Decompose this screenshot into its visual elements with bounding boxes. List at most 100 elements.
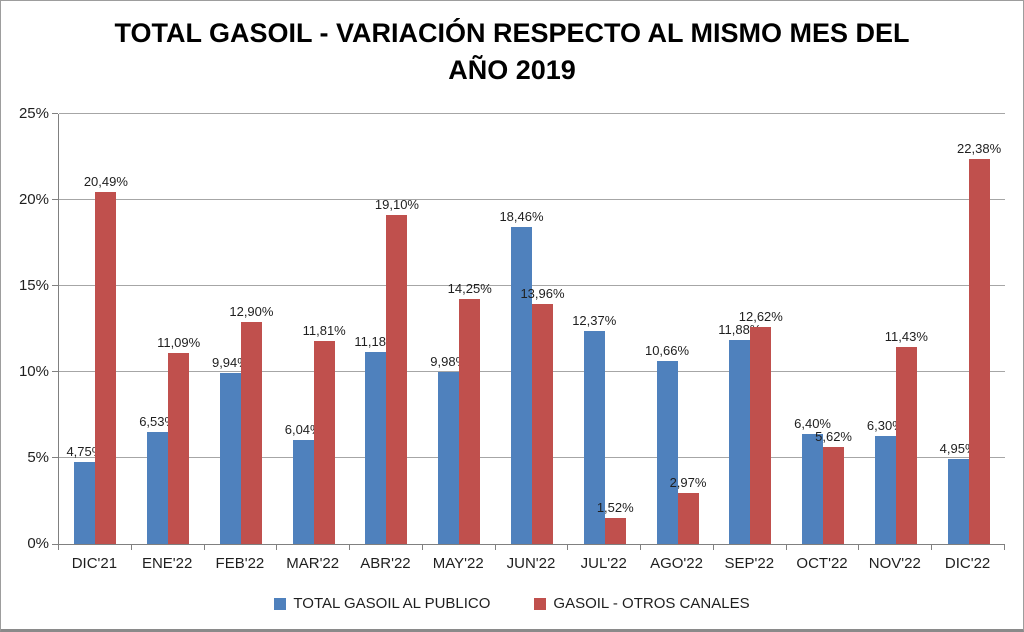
y-tick-mark (52, 457, 58, 458)
bar-value-label: 13,96% (520, 285, 565, 301)
legend: TOTAL GASOIL AL PUBLICO GASOIL - OTROS CA… (1, 595, 1023, 613)
bar-value-label: 12,37% (572, 313, 617, 329)
y-tick-mark (52, 285, 58, 286)
bar-publico (947, 458, 969, 544)
x-category-label: MAR'22 (286, 555, 340, 572)
bar-value-label: 9,94% (211, 355, 249, 371)
bar-value-label: 5,62% (815, 429, 852, 445)
y-tick-mark (52, 371, 58, 372)
bar-value-label: 9,98% (430, 354, 468, 370)
legend-label: GASOIL - OTROS CANALES (553, 595, 750, 612)
x-category-label: FEB'22 (215, 555, 265, 572)
bar-otros-canales (168, 353, 190, 544)
x-tick-mark (931, 545, 932, 550)
bar-publico (656, 360, 678, 544)
bar-group: 6,04% 11,81% (277, 114, 350, 544)
bar-value-label: 22,38% (957, 141, 1002, 157)
x-axis-labels: DIC'21 ENE'22 FEB'22 MAR'22 ABR'22 MAY'22 JUN'… (58, 554, 1004, 573)
legend-item: TOTAL GASOIL AL PUBLICO (274, 595, 490, 613)
y-tick-mark (52, 113, 58, 114)
x-tick-mark (58, 545, 59, 550)
x-category-label: SEP'22 (724, 555, 775, 572)
x-category-label: AGO'22 (650, 555, 703, 572)
x-category-label: JUN'22 (506, 555, 556, 572)
x-tick-mark (567, 545, 568, 550)
x-tick-mark (276, 545, 277, 550)
bar-group: 10,66% 2,97% (641, 114, 714, 544)
x-category-label: MAY'22 (432, 555, 484, 572)
y-tick-label: 10% (18, 363, 49, 380)
bar-value-label: 1,52% (596, 499, 634, 515)
bar-publico (438, 372, 460, 544)
chart-title: TOTAL GASOIL - VARIACIÓN RESPECTO AL MIS… (1, 15, 1023, 89)
bar-publico (292, 440, 314, 544)
y-tick-label: 5% (27, 449, 49, 466)
bar-value-label: 6,53% (139, 413, 177, 429)
bar-value-label: 2,97% (669, 474, 707, 490)
bar-group: 11,18% 19,10% (350, 114, 423, 544)
x-tick-mark (640, 545, 641, 550)
bar-value-label: 11,09% (157, 335, 201, 351)
bar-group: 6,53% 11,09% (132, 114, 205, 544)
bar-group: 9,94% 12,90% (205, 114, 278, 544)
gridline (59, 199, 1005, 200)
bar-publico (365, 351, 387, 544)
y-tick-label: 20% (18, 191, 49, 208)
bar-value-label: 18,46% (499, 208, 544, 224)
bar-group: 6,40% 5,62% (787, 114, 860, 544)
x-tick-mark (1004, 545, 1005, 550)
bar-publico (74, 462, 96, 544)
bar-otros-canales (895, 347, 917, 544)
bar-publico (147, 431, 169, 544)
bar-otros-canales (604, 517, 626, 544)
bar-publico (583, 331, 605, 544)
bar-otros-canales (968, 159, 990, 544)
bar-otros-canales (823, 447, 845, 544)
bar-otros-canales (531, 303, 553, 544)
bar-otros-canales (750, 326, 772, 544)
legend-swatch (274, 598, 287, 610)
bar-value-label: 14,25% (447, 280, 492, 296)
bar-group: 4,75% 20,49% (59, 114, 132, 544)
plot-area: 4,75% 20,49% 6,53% 11,09% 9,94% 12,90% 6,04% 11… (58, 113, 1005, 545)
bar-group: 4,95% 22,38% (932, 114, 1005, 544)
bar-publico (874, 435, 896, 544)
bar-value-label: 20,49% (83, 173, 128, 189)
legend-label: TOTAL GASOIL AL PUBLICO (293, 595, 491, 612)
bar-group: 9,98% 14,25% (423, 114, 496, 544)
x-category-label: DIC'21 (71, 555, 118, 572)
bar-value-label: 10,66% (644, 342, 690, 358)
x-tick-mark (204, 545, 205, 550)
bar-otros-canales (677, 492, 699, 544)
bar-value-label: 11,81% (302, 322, 346, 338)
bar-publico (802, 433, 824, 544)
y-tick-mark (52, 544, 58, 545)
gridline (59, 113, 1005, 114)
bar-publico (729, 339, 751, 544)
bar-value-label: 12,90% (229, 304, 274, 320)
x-category-label: OCT'22 (796, 555, 848, 572)
x-category-label: ENE'22 (141, 555, 193, 572)
bar-otros-canales (95, 191, 117, 544)
x-tick-mark (349, 545, 350, 550)
x-tick-mark (858, 545, 859, 550)
x-category-label: DIC'22 (944, 555, 991, 572)
bar-value-label: 19,10% (374, 197, 419, 213)
bar-value-label: 12,62% (738, 308, 783, 324)
bar-value-label: 6,30% (866, 417, 904, 433)
legend-swatch (534, 598, 547, 610)
y-tick-label: 0% (27, 535, 49, 552)
bar-group: 6,30% 11,43% (859, 114, 932, 544)
bar-value-label: 11,43% (884, 329, 928, 345)
x-category-label: ABR'22 (360, 555, 411, 572)
x-category-label: JUL'22 (580, 555, 627, 572)
y-tick-label: 15% (18, 277, 49, 294)
chart-title-line-1: TOTAL GASOIL - VARIACIÓN RESPECTO AL MIS… (114, 18, 910, 48)
bar-otros-canales (386, 215, 408, 544)
y-tick-mark (52, 199, 58, 200)
bar-publico (510, 226, 532, 544)
x-tick-mark (786, 545, 787, 550)
bar-otros-canales (313, 340, 335, 544)
x-tick-mark (131, 545, 132, 550)
